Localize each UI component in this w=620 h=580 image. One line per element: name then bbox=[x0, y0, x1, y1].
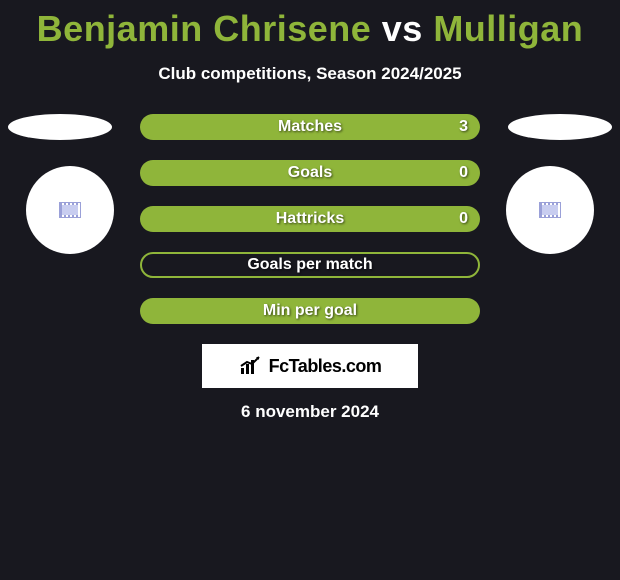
stat-bars: Matches 3 Goals 0 Hattricks 0 Goals per match M… bbox=[140, 114, 480, 324]
player2-badge bbox=[506, 166, 594, 254]
fctables-logo-icon bbox=[239, 356, 263, 376]
player2-oval bbox=[508, 114, 612, 140]
stat-value-right: 3 bbox=[459, 118, 468, 136]
stat-row: Hattricks 0 bbox=[140, 206, 480, 232]
title-player2: Mulligan bbox=[433, 8, 583, 49]
comparison-stage: Matches 3 Goals 0 Hattricks 0 Goals per match M… bbox=[0, 114, 620, 422]
page-title: Benjamin Chrisene vs Mulligan bbox=[0, 0, 620, 50]
stat-row: Matches 3 bbox=[140, 114, 480, 140]
player1-badge-icon bbox=[59, 202, 81, 218]
stat-label: Goals per match bbox=[247, 256, 372, 274]
subtitle: Club competitions, Season 2024/2025 bbox=[0, 64, 620, 84]
stat-row: Goals 0 bbox=[140, 160, 480, 186]
stat-row: Goals per match bbox=[140, 252, 480, 278]
stat-value-right: 0 bbox=[459, 210, 468, 228]
stat-label: Min per goal bbox=[263, 302, 357, 320]
player1-badge bbox=[26, 166, 114, 254]
logo-text: FcTables.com bbox=[269, 356, 382, 377]
stat-label: Matches bbox=[278, 118, 342, 136]
page-date: 6 november 2024 bbox=[0, 402, 620, 422]
stat-label: Hattricks bbox=[276, 210, 344, 228]
player2-badge-icon bbox=[539, 202, 561, 218]
stat-label: Goals bbox=[288, 164, 332, 182]
stat-row: Min per goal bbox=[140, 298, 480, 324]
title-player1: Benjamin Chrisene bbox=[37, 8, 372, 49]
title-vs: vs bbox=[371, 8, 433, 49]
stat-value-right: 0 bbox=[459, 164, 468, 182]
logo-box: FcTables.com bbox=[202, 344, 418, 388]
player1-oval bbox=[8, 114, 112, 140]
